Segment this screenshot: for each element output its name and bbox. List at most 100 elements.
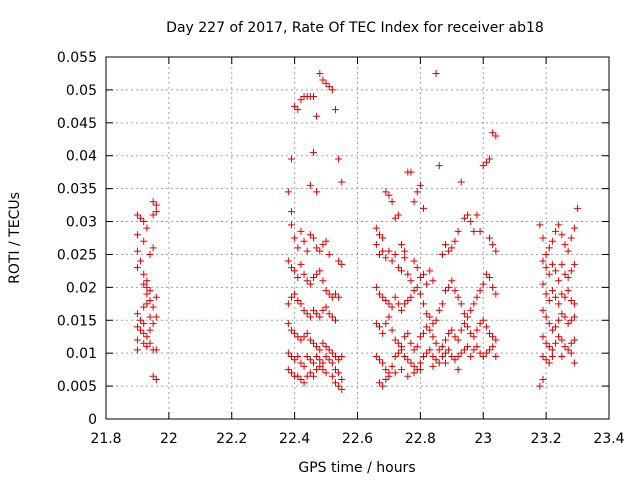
data-point xyxy=(140,339,148,347)
data-point xyxy=(539,306,547,314)
data-point xyxy=(294,333,302,341)
data-point xyxy=(133,323,141,331)
data-point xyxy=(291,267,299,275)
data-point xyxy=(152,293,160,301)
data-point xyxy=(388,326,396,334)
data-point xyxy=(413,343,421,351)
data-point xyxy=(152,208,160,216)
data-point xyxy=(313,244,321,252)
data-point xyxy=(457,300,465,308)
y-tick-label: 0.035 xyxy=(57,182,97,198)
data-point xyxy=(382,366,390,374)
data-point xyxy=(564,247,572,255)
data-point xyxy=(287,208,295,216)
data-point xyxy=(284,300,292,308)
data-point xyxy=(423,280,431,288)
data-point xyxy=(382,320,390,328)
data-point xyxy=(489,333,497,341)
data-point xyxy=(489,283,497,291)
data-point xyxy=(394,264,402,272)
data-point xyxy=(143,333,151,341)
data-point xyxy=(442,241,450,249)
data-point xyxy=(372,320,380,328)
data-point xyxy=(379,247,387,255)
data-point xyxy=(410,362,418,370)
data-point xyxy=(536,221,544,229)
data-point xyxy=(284,349,292,357)
data-point xyxy=(388,362,396,370)
data-point xyxy=(404,270,412,278)
data-point xyxy=(146,297,154,305)
data-point xyxy=(407,277,415,285)
data-point xyxy=(570,224,578,232)
data-point xyxy=(410,257,418,265)
data-point xyxy=(542,356,550,364)
data-point xyxy=(376,290,384,298)
data-point xyxy=(555,333,563,341)
data-point xyxy=(398,346,406,354)
data-point xyxy=(140,303,148,311)
data-point xyxy=(388,303,396,311)
data-point xyxy=(420,300,428,308)
data-point xyxy=(313,352,321,360)
data-point xyxy=(287,155,295,163)
data-point xyxy=(143,343,151,351)
data-point xyxy=(140,320,148,328)
data-point xyxy=(542,313,550,321)
data-point xyxy=(309,339,317,347)
data-point xyxy=(291,102,299,110)
data-point xyxy=(413,264,421,272)
data-point xyxy=(300,379,308,387)
data-point xyxy=(567,267,575,275)
data-point xyxy=(331,316,339,324)
data-point xyxy=(287,326,295,334)
data-point xyxy=(382,297,390,305)
data-point xyxy=(316,356,324,364)
data-point xyxy=(489,343,497,351)
data-point xyxy=(328,372,336,380)
data-point xyxy=(309,92,317,100)
data-point xyxy=(539,280,547,288)
data-point xyxy=(410,198,418,206)
data-point xyxy=(306,369,314,377)
data-point xyxy=(328,86,336,94)
data-point xyxy=(464,211,472,219)
data-point xyxy=(338,385,346,393)
data-point xyxy=(464,313,472,321)
data-point xyxy=(407,293,415,301)
y-tick-labels: 0 0.005 0.01 0.015 0.02 0.025 0.03 0.035 0.04 0.0… xyxy=(57,50,97,428)
data-point xyxy=(548,237,556,245)
data-point xyxy=(300,362,308,370)
y-tick-label: 0.055 xyxy=(57,50,97,66)
data-point xyxy=(376,250,384,258)
data-point xyxy=(287,221,295,229)
data-point xyxy=(338,352,346,360)
data-point xyxy=(140,280,148,288)
x-tick-label: 22.6 xyxy=(342,431,373,447)
data-point xyxy=(391,369,399,377)
y-tick-label: 0.01 xyxy=(66,346,97,362)
data-point xyxy=(137,326,145,334)
data-point xyxy=(470,346,478,354)
data-point xyxy=(149,303,157,311)
data-point xyxy=(328,359,336,367)
data-point xyxy=(454,352,462,360)
data-point xyxy=(316,247,324,255)
data-point xyxy=(394,349,402,357)
data-point xyxy=(316,69,324,77)
data-point xyxy=(479,352,487,360)
data-point xyxy=(379,234,387,242)
data-point xyxy=(338,260,346,268)
data-point xyxy=(143,224,151,232)
data-point xyxy=(335,257,343,265)
data-point xyxy=(303,329,311,337)
data-point xyxy=(379,382,387,390)
data-point xyxy=(133,310,141,318)
data-point xyxy=(284,257,292,265)
data-point xyxy=(322,79,330,87)
data-point xyxy=(331,106,339,114)
data-point xyxy=(473,343,481,351)
data-point xyxy=(325,250,333,258)
y-tick-label: 0.005 xyxy=(57,379,97,395)
data-point xyxy=(454,366,462,374)
